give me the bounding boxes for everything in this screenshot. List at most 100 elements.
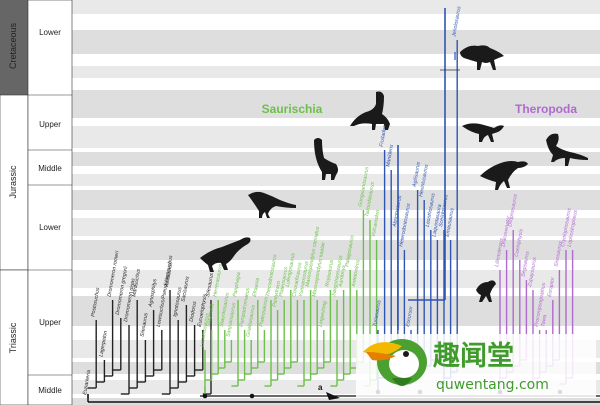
small-theropod-silhouette-icon	[248, 191, 296, 218]
sauropodomorph-silhouette-icon	[314, 138, 338, 180]
taxon-label: Emausaurus	[445, 207, 456, 237]
taxon-label: Coelophysis	[514, 228, 525, 257]
slender-theropod-silhouette-icon	[546, 133, 588, 166]
period-label-jurassic: Jurassic	[8, 165, 18, 199]
taxon-label: Plateosaurus	[258, 296, 269, 327]
theropod-silhouette-icon	[200, 237, 251, 272]
taxon-label: Sanjuansaurus	[225, 302, 237, 338]
taxon-label: Zupaysaurus	[527, 256, 538, 288]
taxon-label: Eocursor	[405, 306, 415, 328]
taxon-label: Sacisaurus	[180, 276, 190, 303]
taxon-label: Scelidosaurus	[438, 194, 450, 228]
taxon-label: Plateosaurus	[278, 266, 289, 297]
taxon-label: Jeholosaurus	[451, 6, 463, 39]
timescale: Cretaceous Jurassic Triassic Lower Upper…	[0, 0, 73, 405]
taxon-label: Sinosaurus	[553, 240, 563, 267]
taxon-label: Lesothosaurus	[425, 192, 437, 227]
sauropod-silhouette-icon	[350, 91, 390, 130]
epoch-label-triassic-upper: Upper	[39, 318, 61, 327]
taxon-labels: EuparkeriaPostosuchusLagerpetonDromomero…	[82, 6, 579, 396]
node-marker-arrow	[326, 392, 340, 400]
time-band	[72, 90, 600, 118]
taxon-label: Postosuchus	[90, 287, 101, 318]
period-label-cretaceous: Cretaceous	[8, 22, 18, 69]
time-band	[72, 174, 600, 186]
taxon-label: Liliensternus	[494, 237, 505, 267]
epoch-label-jurassic-middle: Middle	[38, 164, 62, 173]
time-band	[72, 30, 600, 54]
taxon-label: Lagerpeton	[98, 330, 108, 357]
taxon-label: Panphagia	[232, 272, 242, 298]
taxon-label: Hexinlusaurus	[418, 164, 430, 198]
taxon-label: Diodorus	[189, 300, 199, 322]
time-band	[72, 218, 600, 236]
epoch-label-cretaceous-lower: Lower	[39, 28, 61, 37]
toucan-logo-icon	[363, 339, 427, 386]
taxon-label: Lingwulong	[318, 300, 328, 327]
taxon-label: Efraasia	[252, 277, 261, 297]
taxon-label: Staurikosaurus	[219, 292, 231, 328]
taxon-label: Dilophosaurus	[507, 193, 519, 227]
time-bands	[72, 0, 600, 405]
taxon-label: Euparkeria	[82, 369, 92, 395]
taxon-label: Vulcanodon	[371, 209, 382, 237]
epoch-label-triassic-middle: Middle	[38, 386, 62, 395]
taxon-label: Antetonitrus	[351, 259, 362, 289]
taxon-label: Patagosaurus	[344, 234, 356, 267]
watermark-domain: quwentang.com	[436, 377, 549, 393]
epoch-column	[27, 0, 73, 405]
taxon-label: Agilisaurus	[411, 161, 422, 188]
epoch-label-jurassic-upper: Upper	[39, 120, 61, 129]
node-dot	[249, 393, 255, 399]
taxon-label: Segisaurus	[520, 250, 530, 277]
taxon-label: Herrerasaurus	[212, 263, 224, 297]
taxon-label: Aardonyx	[337, 264, 347, 288]
crested-theropod-silhouette-icon	[480, 161, 528, 190]
time-band	[72, 190, 600, 210]
taxon-label: Guaibasaurus	[245, 304, 257, 337]
time-band	[72, 66, 600, 78]
taxon-label: Lufengosaurus	[285, 252, 297, 287]
taxon-label: Agnosphitys	[147, 278, 158, 308]
taxon-label: Abrictosaurus	[392, 195, 404, 229]
time-band	[72, 126, 600, 148]
long-tail-theropod-silhouette-icon	[462, 123, 504, 142]
taxon-label: Asilisaurus	[164, 261, 175, 288]
taxon-label: Laquintasaura	[431, 204, 443, 238]
time-band	[72, 0, 600, 14]
taxon-label: Dracovenator	[501, 215, 512, 247]
watermark: 趣闻堂 quwentang.com	[356, 334, 596, 398]
watermark-chinese: 趣闻堂	[432, 341, 514, 372]
node-marker-a: a	[318, 383, 323, 392]
node-dot	[202, 393, 208, 399]
ornithischian-silhouette-icon	[460, 45, 504, 70]
taxon-label: Marasuchus	[131, 268, 142, 297]
period-band-triassic	[0, 269, 29, 405]
period-band-jurassic	[0, 94, 29, 271]
clade-label-saurischia: Saurischia	[262, 102, 323, 116]
taxon-label: Manidens	[385, 144, 395, 168]
taxon-label: Saturnalia	[206, 303, 216, 327]
taxon-label: Fruitadens	[379, 122, 389, 148]
taxon-label: Silesaurus	[139, 312, 149, 337]
small-ornithischian-silhouette-icon	[476, 280, 496, 302]
clade-label-theropoda: Theropoda	[515, 102, 577, 116]
time-band	[72, 240, 600, 260]
time-band	[72, 152, 600, 166]
period-band-cretaceous	[0, 0, 28, 95]
taxon-label: Eucoelophysis	[197, 293, 209, 327]
silhouettes	[200, 45, 588, 302]
time-band	[72, 270, 600, 288]
taxon-label: Eoraptor	[547, 276, 556, 297]
taxon-label: Pantydraco	[272, 280, 282, 307]
taxon-label: Ignotosaurus	[172, 286, 183, 317]
epoch-label-jurassic-lower: Lower	[39, 223, 61, 232]
taxon-label: Lesothosaurus	[199, 312, 211, 347]
taxon-label: Riojasaurus	[324, 259, 335, 287]
time-band	[72, 296, 600, 326]
taxon-label: Turiasaurus	[372, 299, 383, 327]
taxon-label: Tawa	[540, 314, 548, 327]
taxon-label: Silesaurus	[205, 272, 215, 297]
